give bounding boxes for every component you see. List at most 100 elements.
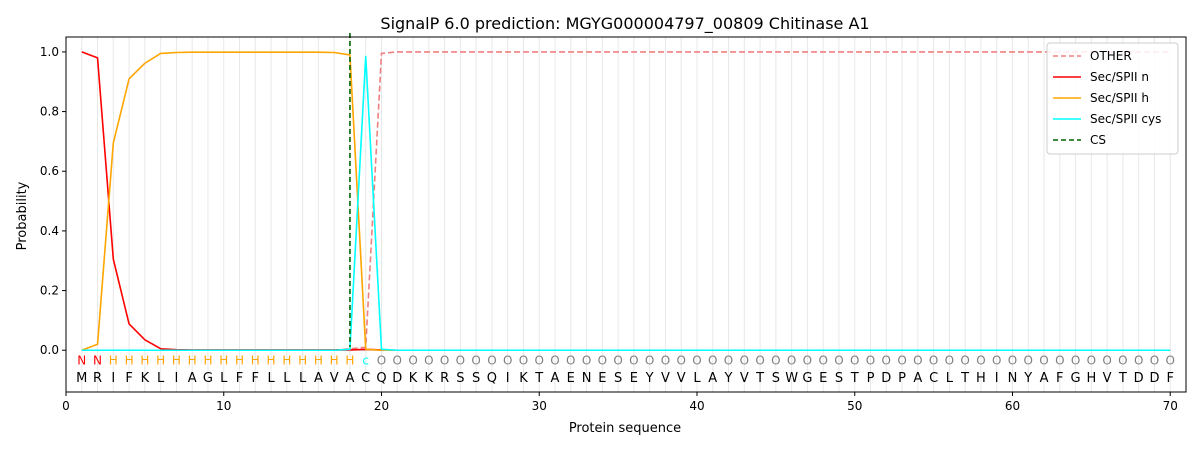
residue-label-67: T [1118,371,1127,386]
region-label-21: O [393,353,402,367]
residue-label-40: L [693,371,701,386]
residue-label-46: W [785,371,798,386]
residue-label-28: I [506,371,510,386]
residue-label-35: S [614,371,622,386]
residue-label-37: Y [645,371,654,386]
plot-area [66,37,1186,392]
region-label-64: O [1071,353,1080,367]
residue-label-69: D [1149,371,1159,386]
region-label-3: H [109,353,118,367]
region-label-62: O [1039,353,1048,367]
region-label-25: O [456,353,465,367]
x-tick-label-70: 70 [1163,399,1178,413]
residue-label-21: D [392,371,402,386]
region-label-20: O [377,353,386,367]
residue-label-64: G [1071,371,1081,386]
y-tick-label-0: 0.0 [40,343,59,357]
x-tick-label-40: 40 [689,399,704,413]
residue-label-6: L [157,371,165,386]
residue-label-19: C [361,371,370,386]
region-label-6: H [156,353,165,367]
residue-label-1: M [76,371,87,386]
residue-label-22: K [409,371,418,386]
residue-label-2: R [93,371,102,386]
residue-label-60: N [1008,371,1018,386]
legend: OTHER Sec/SPII n Sec/SPII h Sec/SPII cys CS [1046,42,1179,155]
region-label-8: H [188,353,197,367]
residue-label-8: A [188,371,197,386]
region-label-61: O [1024,353,1033,367]
residue-label-31: A [551,371,560,386]
region-label-2: N [93,353,102,367]
region-label-34: O [598,353,607,367]
residue-label-55: C [929,371,938,386]
region-label-53: O [897,353,906,367]
residue-label-51: P [867,371,875,386]
residue-label-4: F [125,371,132,386]
region-label-56: O [945,353,954,367]
residue-label-34: E [598,371,606,386]
residue-label-3: I [111,371,115,386]
region-label-22: O [408,353,417,367]
region-label-37: O [645,353,654,367]
residue-label-14: L [283,371,291,386]
region-label-5: H [140,353,149,367]
region-label-65: O [1087,353,1096,367]
region-label-26: O [471,353,480,367]
residue-label-56: L [946,371,954,386]
legend-box [1046,42,1179,155]
residue-label-13: L [267,371,275,386]
chart-title: SignalP 6.0 prediction: MGYG000004797_00… [380,14,869,34]
region-label-27: O [487,353,496,367]
x-axis-label: Protein sequence [569,421,681,436]
region-label-58: O [976,353,985,367]
legend-label-4: Sec/SPII cys [1090,112,1161,126]
region-label-50: O [850,353,859,367]
region-label-60: O [1008,353,1017,367]
region-label-44: O [755,353,764,367]
residue-label-25: S [456,371,464,386]
region-label-32: O [566,353,575,367]
series-lines [81,51,1171,352]
region-label-10: H [219,353,228,367]
residue-label-65: H [1086,371,1096,386]
residue-label-57: T [960,371,969,386]
region-label-45: O [771,353,780,367]
region-label-46: O [787,353,796,367]
residue-label-41: A [708,371,717,386]
y-tick-label-3: 0.6 [40,164,59,178]
region-label-66: O [1102,353,1111,367]
region-label-11: H [235,353,244,367]
region-label-67: O [1118,353,1127,367]
residue-label-54: A [913,371,922,386]
region-label-70: O [1165,353,1174,367]
residue-label-12: F [252,371,259,386]
legend-label-1: OTHER [1090,49,1132,63]
residue-label-45: S [772,371,780,386]
residue-label-20: Q [376,371,386,386]
residue-label-32: E [567,371,575,386]
residue-label-29: K [519,371,528,386]
residue-label-62: A [1040,371,1049,386]
sequence-gridlines [81,37,1171,392]
residue-label-7: I [175,371,179,386]
x-tick-label-20: 20 [374,399,389,413]
residue-label-52: D [881,371,891,386]
region-label-23: O [424,353,433,367]
region-label-13: H [267,353,276,367]
residue-label-44: T [755,371,764,386]
residue-label-10: L [220,371,228,386]
region-label-17: H [330,353,339,367]
region-label-33: O [582,353,591,367]
residue-label-66: V [1103,371,1112,386]
region-label-55: O [929,353,938,367]
region-label-24: O [440,353,449,367]
series-line-4 [81,55,1171,352]
region-label-28: O [503,353,512,367]
residue-label-17: V [330,371,339,386]
region-label-12: H [251,353,260,367]
region-label-16: H [314,353,323,367]
axes: 0 10 20 30 40 50 60 70 0.0 0.2 0.4 0.6 0.8 1.0 [40,36,1187,413]
residue-label-9: G [203,371,213,386]
